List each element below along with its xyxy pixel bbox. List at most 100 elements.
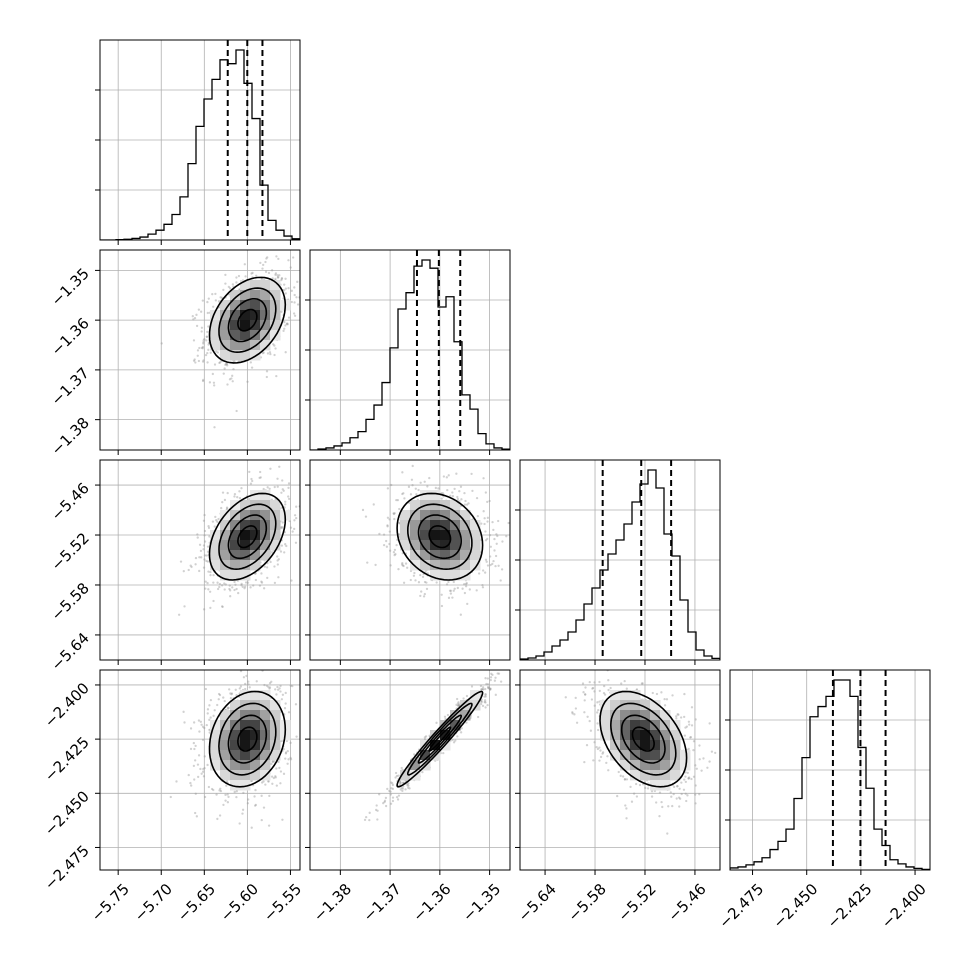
scatter-point bbox=[401, 564, 404, 567]
x-tick-label: −5.75 bbox=[88, 880, 133, 925]
scatter-point bbox=[224, 799, 227, 802]
scatter-point bbox=[423, 580, 427, 584]
scatter-point bbox=[444, 717, 447, 721]
scatter-point bbox=[463, 503, 467, 506]
scatter-point bbox=[259, 261, 262, 265]
density-cell bbox=[220, 710, 231, 721]
histogram-3 bbox=[730, 670, 930, 870]
scatter-point bbox=[463, 492, 466, 495]
scatter-point bbox=[254, 788, 257, 792]
scatter-point bbox=[243, 585, 247, 588]
scatter-point bbox=[270, 269, 274, 272]
scatter-point bbox=[397, 568, 400, 571]
density-cell bbox=[230, 350, 241, 361]
scatter-point bbox=[465, 581, 468, 585]
density-cell bbox=[220, 530, 231, 541]
scatter-point bbox=[207, 570, 210, 573]
scatter-point bbox=[269, 352, 272, 356]
scatter-point bbox=[194, 556, 198, 560]
contour-line bbox=[237, 525, 258, 549]
scatter-point bbox=[260, 794, 263, 797]
density-cell bbox=[210, 340, 221, 351]
density-cell bbox=[460, 510, 471, 521]
density-cell bbox=[240, 730, 251, 741]
density-cell bbox=[440, 550, 451, 561]
scatter-point bbox=[406, 784, 409, 787]
panel-frame bbox=[99, 669, 301, 871]
scatter-point bbox=[289, 756, 292, 760]
scatter-point bbox=[204, 587, 207, 590]
scatter-point bbox=[223, 498, 227, 502]
scatter-point bbox=[408, 787, 411, 790]
scatter-point bbox=[202, 767, 205, 771]
scatter-point bbox=[268, 487, 271, 490]
scatter-point bbox=[202, 378, 205, 382]
scatter-point bbox=[407, 485, 411, 488]
density-cell bbox=[220, 770, 231, 781]
scatter-point bbox=[395, 498, 398, 502]
scatter-point bbox=[209, 574, 212, 577]
scatter-point bbox=[287, 482, 291, 485]
density-cell bbox=[440, 510, 451, 521]
scatter-point bbox=[287, 758, 290, 761]
density-cell bbox=[210, 550, 221, 561]
density-cell bbox=[420, 490, 431, 501]
scatter-point bbox=[202, 566, 206, 569]
scatter-point bbox=[274, 776, 277, 779]
density-cell bbox=[450, 500, 461, 511]
scatter-point bbox=[284, 543, 287, 546]
scatter-point bbox=[389, 790, 392, 793]
scatter-point bbox=[479, 700, 483, 703]
density-cell bbox=[220, 310, 231, 321]
scatter-point bbox=[302, 779, 304, 781]
scatter-point bbox=[395, 795, 399, 799]
scatter-point bbox=[263, 565, 267, 568]
histogram-0 bbox=[100, 40, 300, 240]
scatter-point bbox=[196, 763, 200, 766]
density-cell bbox=[250, 550, 261, 561]
scatter-point bbox=[383, 799, 387, 802]
scatter-point bbox=[218, 693, 222, 697]
scatter-point bbox=[419, 481, 422, 484]
scatter-point bbox=[393, 512, 396, 515]
scatter-point bbox=[266, 486, 269, 489]
density-cell bbox=[220, 320, 231, 331]
scatter-point bbox=[202, 359, 205, 362]
scatter-point bbox=[496, 672, 499, 675]
scatter-point bbox=[216, 520, 219, 523]
scatter-point bbox=[224, 363, 227, 367]
scatter-point bbox=[480, 688, 483, 691]
density-cell bbox=[250, 560, 261, 571]
density-cell bbox=[260, 340, 271, 351]
panel-frame bbox=[99, 459, 301, 661]
scatter-point bbox=[492, 559, 495, 563]
scatter-point bbox=[411, 484, 414, 487]
scatter-point bbox=[281, 818, 284, 821]
scatter-point bbox=[382, 533, 386, 536]
scatter-point bbox=[412, 574, 416, 577]
density-cell bbox=[240, 320, 251, 331]
scatter-point bbox=[482, 510, 485, 513]
x-tick-label: −5.60 bbox=[217, 880, 262, 925]
density-cell bbox=[440, 500, 451, 511]
scatter-point bbox=[215, 350, 218, 353]
scatter-point bbox=[282, 489, 285, 492]
scatter-point bbox=[260, 580, 263, 583]
scatter-point bbox=[205, 559, 208, 563]
scatter-point bbox=[401, 561, 404, 565]
scatter-point bbox=[290, 579, 293, 582]
scatter-point bbox=[378, 793, 381, 796]
scatter-point bbox=[200, 723, 203, 726]
density-cell bbox=[410, 500, 421, 511]
scatter-point bbox=[464, 499, 467, 503]
scatter-point bbox=[189, 727, 193, 730]
density-cell bbox=[210, 310, 221, 321]
scatter-point bbox=[489, 687, 492, 690]
scatter-point bbox=[226, 383, 229, 386]
scatter-point bbox=[253, 795, 256, 798]
scatter-point bbox=[525, 501, 527, 503]
density-cell bbox=[400, 540, 411, 551]
density-cell bbox=[420, 530, 431, 541]
scatter-point bbox=[284, 287, 288, 290]
scatter-point bbox=[284, 351, 287, 354]
